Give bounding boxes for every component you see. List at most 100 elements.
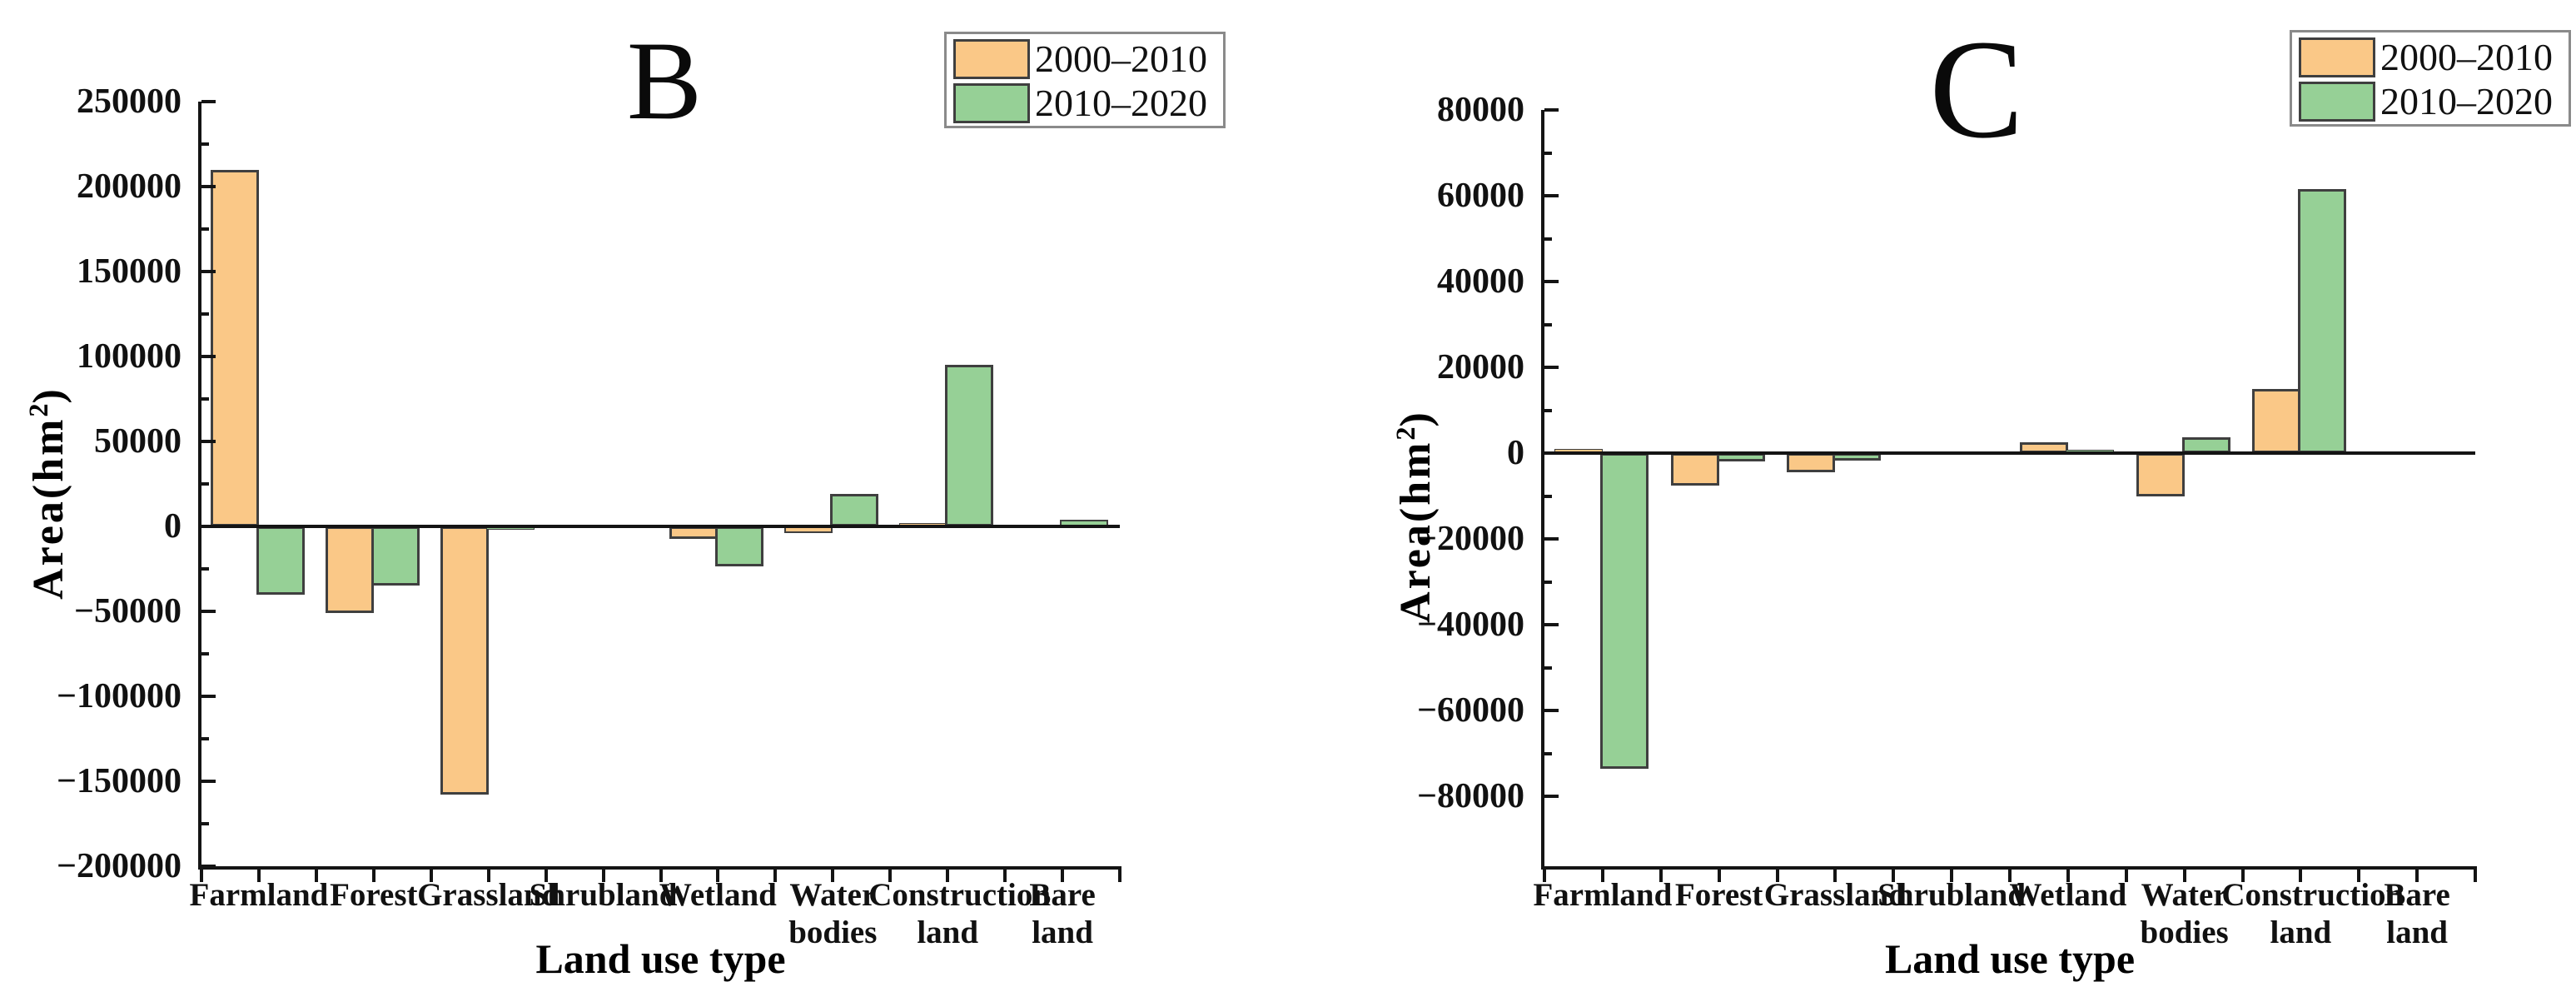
y-major-tick xyxy=(1544,451,1559,455)
x-tick xyxy=(716,866,720,882)
y-tick-label: 40000 xyxy=(1437,262,1524,301)
bar-grassland-2000–2010 xyxy=(440,526,489,795)
zero-axis-line xyxy=(1544,451,2475,455)
x-category-label: Forest xyxy=(1674,877,1763,913)
y-axis-spine xyxy=(198,102,201,870)
x-tick xyxy=(2008,866,2012,882)
bar-farmland-2010–2020 xyxy=(256,526,305,595)
x-category-label: Grassland xyxy=(1763,877,1907,913)
legend-item: 2000–2010 xyxy=(953,38,1207,80)
bar-farmland-2010–2020 xyxy=(1599,453,1649,769)
y-minor-tick xyxy=(201,737,209,740)
bar-construction-2010–2020 xyxy=(2298,189,2347,453)
x-tick xyxy=(888,866,893,882)
y-tick-label: −80000 xyxy=(1417,777,1524,815)
x-tick xyxy=(314,866,318,882)
x-category-label: Wetland xyxy=(2009,877,2127,913)
panel-title-C: C xyxy=(1929,11,2024,167)
x-tick xyxy=(1061,866,1065,882)
x-axis-title: Land use type xyxy=(535,935,786,982)
x-tick xyxy=(1543,866,1546,882)
x-category-label: Shrubland xyxy=(529,877,678,913)
y-major-tick xyxy=(201,865,216,868)
y-axis-spine xyxy=(1541,110,1544,870)
x-tick xyxy=(1950,866,1954,882)
x-tick xyxy=(659,866,663,882)
y-major-tick xyxy=(1544,709,1559,712)
y-major-tick xyxy=(201,695,216,698)
x-category-label: Shrubland xyxy=(1877,877,2026,913)
x-tick xyxy=(544,866,548,882)
y-axis-title: Area(hm2) xyxy=(1390,410,1440,623)
legend-label: 2000–2010 xyxy=(2380,36,2553,78)
x-tick xyxy=(1658,866,1663,882)
y-minor-tick xyxy=(201,822,209,825)
y-tick-label: 50000 xyxy=(94,422,182,461)
y-axis-title: Area(hm2) xyxy=(22,386,73,600)
legend-box: 2000–2010 2010–2020 xyxy=(2290,30,2571,127)
x-tick xyxy=(371,866,375,882)
x-tick xyxy=(1775,866,1779,882)
y-minor-tick xyxy=(1544,665,1552,670)
y-minor-tick xyxy=(201,567,209,571)
x-tick xyxy=(1717,866,1721,882)
y-tick-label: 60000 xyxy=(1437,177,1524,215)
y-minor-tick xyxy=(1544,408,1552,412)
y-major-tick xyxy=(1544,194,1559,197)
y-major-tick xyxy=(201,355,216,358)
x-category-label: Wetland xyxy=(659,877,777,913)
legend-item: 2000–2010 xyxy=(2299,37,2553,78)
y-minor-tick xyxy=(201,227,209,231)
x-tick xyxy=(1600,866,1604,882)
y-major-tick xyxy=(201,525,216,528)
y-minor-tick xyxy=(201,652,209,656)
x-category-label: Water bodies xyxy=(2140,877,2229,950)
y-minor-tick xyxy=(1544,494,1552,498)
x-category-label: Water bodies xyxy=(788,877,878,950)
bar-construction-2010–2020 xyxy=(945,365,994,526)
legend-box: 2000–2010 2010–2020 xyxy=(944,32,1226,128)
legend-label: 2010–2020 xyxy=(1035,82,1207,124)
x-category-label: Construction land xyxy=(2221,877,2404,950)
x-category-label: Bare land xyxy=(1029,877,1096,950)
x-tick xyxy=(2357,866,2361,882)
y-major-tick xyxy=(1544,108,1559,112)
legend-item: 2010–2020 xyxy=(953,82,1207,124)
x-tick xyxy=(2299,866,2303,882)
bar-construction-2000–2010 xyxy=(2252,388,2301,453)
y-major-tick xyxy=(201,610,216,613)
y-major-tick xyxy=(1544,280,1559,283)
y-minor-tick xyxy=(201,397,209,401)
x-tick xyxy=(2415,866,2419,882)
y-major-tick xyxy=(201,185,216,188)
y-tick-label: 0 xyxy=(1507,434,1524,472)
y-tick-label: −20000 xyxy=(1417,520,1524,558)
legend-swatch-green xyxy=(2299,82,2375,122)
zero-axis-line xyxy=(201,525,1120,528)
y-major-tick xyxy=(1544,366,1559,369)
legend-swatch-orange xyxy=(2299,37,2375,77)
bar-water-2010–2020 xyxy=(830,494,879,526)
x-category-label: Farmland xyxy=(189,877,329,913)
x-tick xyxy=(2066,866,2070,882)
y-minor-tick xyxy=(1544,580,1552,584)
y-minor-tick xyxy=(1544,322,1552,327)
y-tick-label: 250000 xyxy=(77,82,182,121)
y-tick-label: 200000 xyxy=(77,167,182,206)
y-tick-label: 20000 xyxy=(1437,348,1524,386)
x-tick xyxy=(486,866,490,882)
bar-farmland-2000–2010 xyxy=(210,169,259,526)
y-major-tick xyxy=(201,100,216,103)
y-major-tick xyxy=(201,270,216,273)
legend-swatch-orange xyxy=(953,39,1030,79)
y-major-tick xyxy=(1544,623,1559,626)
x-category-label: Construction land xyxy=(868,877,1052,950)
x-tick xyxy=(946,866,950,882)
y-tick-label: −100000 xyxy=(57,677,182,715)
x-tick xyxy=(200,866,203,882)
x-tick xyxy=(2124,866,2128,882)
y-tick-label: 150000 xyxy=(77,252,182,291)
x-tick xyxy=(1003,866,1007,882)
bar-grassland-2000–2010 xyxy=(1787,453,1836,473)
x-tick xyxy=(2182,866,2186,882)
